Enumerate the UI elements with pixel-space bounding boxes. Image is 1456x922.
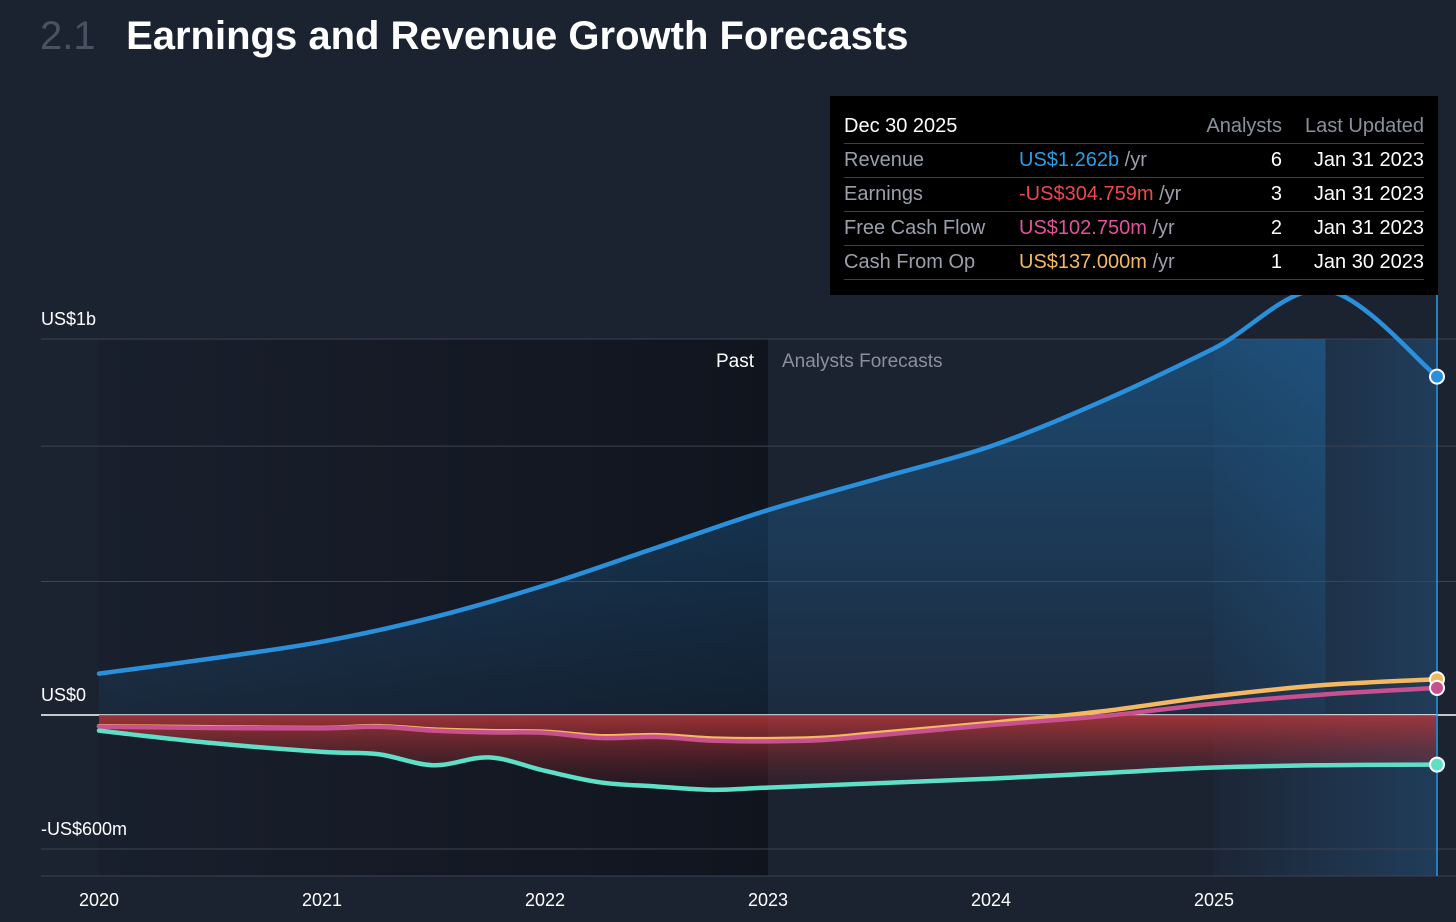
- x-tick-label: 2021: [302, 890, 342, 910]
- x-tick-label: 2024: [971, 890, 1011, 910]
- page-title: Earnings and Revenue Growth Forecasts: [126, 14, 909, 58]
- tooltip-header-row: Dec 30 2025 Analysts Last Updated: [844, 110, 1424, 144]
- tooltip-label: Cash From Op: [844, 245, 1019, 280]
- x-tick-label: 2025: [1194, 890, 1234, 910]
- tooltip-date: Dec 30 2025: [844, 110, 1198, 144]
- tooltip-analysts: 3: [1197, 177, 1298, 212]
- x-tick-label: 2022: [525, 890, 565, 910]
- tooltip-label: Free Cash Flow: [844, 211, 1019, 246]
- revenue-line: [96, 287, 1440, 676]
- tooltip-unit: /yr: [1159, 183, 1182, 205]
- tooltip-row-earnings: Earnings -US$304.759m /yr 3 Jan 31 2023: [844, 177, 1424, 212]
- tooltip-value: US$102.750m: [1019, 217, 1147, 239]
- tooltip-analysts: 2: [1197, 211, 1298, 246]
- tooltip-updated: Jan 31 2023: [1298, 211, 1424, 246]
- earnings-marker: [1429, 756, 1445, 773]
- past-label: Past: [716, 351, 755, 372]
- tooltip-updated: Jan 31 2023: [1298, 143, 1424, 178]
- tooltip-value: US$1.262b: [1019, 149, 1120, 171]
- section-number: 2.1: [40, 14, 96, 58]
- free_cash_flow-marker: [1429, 679, 1445, 696]
- tooltip-unit: /yr: [1152, 217, 1175, 239]
- y-tick-label: US$0: [41, 685, 86, 705]
- tooltip-analysts: 1: [1197, 245, 1298, 280]
- y-tick-label: -US$600m: [41, 819, 127, 839]
- tooltip-row-free-cash-flow: Free Cash Flow US$102.750m /yr 2 Jan 31 …: [844, 211, 1424, 246]
- revenue-area: [99, 339, 1326, 715]
- tooltip-value: -US$304.759m: [1019, 183, 1154, 205]
- x-tick-label: 2020: [79, 890, 119, 910]
- tooltip-updated: Jan 31 2023: [1298, 177, 1424, 212]
- forecast-label: Analysts Forecasts: [782, 351, 943, 372]
- free_cash_flow-line: [96, 685, 1440, 744]
- tooltip-analysts: 6: [1197, 143, 1298, 178]
- tooltip-label: Revenue: [844, 143, 1019, 178]
- page-header: 2.1 Earnings and Revenue Growth Forecast…: [40, 14, 908, 59]
- tooltip-value: US$137.000m: [1019, 251, 1147, 273]
- tooltip-row-cash-from-op: Cash From Op US$137.000m /yr 1 Jan 30 20…: [844, 245, 1424, 280]
- earnings-line: [96, 728, 1440, 793]
- data-tooltip: Dec 30 2025 Analysts Last Updated Revenu…: [830, 96, 1438, 295]
- x-tick-label: 2023: [748, 890, 788, 910]
- tooltip-updated: Jan 30 2023: [1298, 245, 1424, 280]
- y-tick-label: US$1b: [41, 309, 96, 329]
- tooltip-col-updated: Last Updated: [1298, 110, 1424, 144]
- revenue-marker: [1429, 368, 1445, 385]
- tooltip-col-analysts: Analysts: [1197, 110, 1298, 144]
- tooltip-table: Dec 30 2025 Analysts Last Updated Revenu…: [844, 110, 1424, 280]
- tooltip-unit: /yr: [1124, 149, 1147, 171]
- tooltip-unit: /yr: [1152, 251, 1175, 273]
- tooltip-row-revenue: Revenue US$1.262b /yr 6 Jan 31 2023: [844, 143, 1424, 178]
- tooltip-label: Earnings: [844, 177, 1019, 212]
